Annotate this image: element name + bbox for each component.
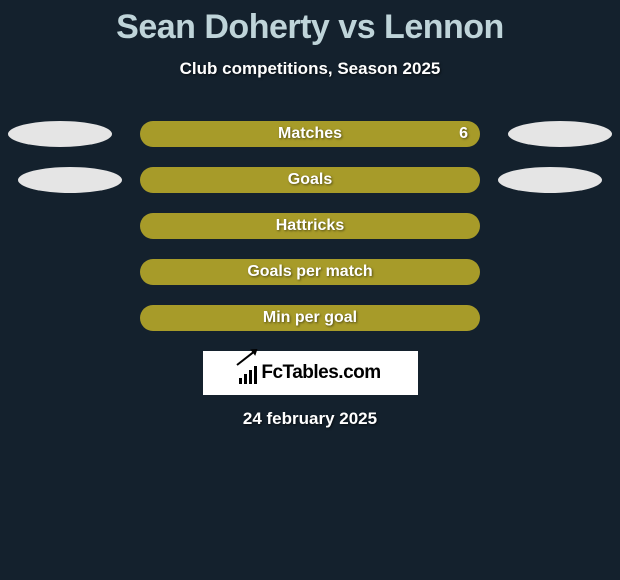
stat-row-hattricks: Hattricks <box>0 213 620 239</box>
chart-arrow-icon <box>239 362 257 384</box>
stat-pill: Matches 6 <box>140 121 480 147</box>
logo-text: FcTables.com <box>261 362 380 384</box>
stats-rows: Matches 6 Goals Hattricks Goals per matc… <box>0 121 620 331</box>
stat-label: Hattricks <box>276 217 344 235</box>
ellipse-right <box>498 167 602 193</box>
stat-label: Min per goal <box>263 309 357 327</box>
stat-value: 6 <box>459 125 468 143</box>
date-text: 24 february 2025 <box>0 409 620 429</box>
stat-pill: Hattricks <box>140 213 480 239</box>
ellipse-left <box>18 167 122 193</box>
stat-pill: Goals <box>140 167 480 193</box>
stat-pill: Min per goal <box>140 305 480 331</box>
logo-box: FcTables.com <box>203 351 418 395</box>
stat-label: Goals per match <box>247 263 372 281</box>
stat-label: Matches <box>278 125 342 143</box>
stat-pill: Goals per match <box>140 259 480 285</box>
stat-row-min-per-goal: Min per goal <box>0 305 620 331</box>
stat-row-matches: Matches 6 <box>0 121 620 147</box>
ellipse-right <box>508 121 612 147</box>
stat-label: Goals <box>288 171 332 189</box>
page-title: Sean Doherty vs Lennon <box>0 8 620 47</box>
stat-row-goals: Goals <box>0 167 620 193</box>
ellipse-left <box>8 121 112 147</box>
stat-row-goals-per-match: Goals per match <box>0 259 620 285</box>
subtitle: Club competitions, Season 2025 <box>0 59 620 79</box>
comparison-card: Sean Doherty vs Lennon Club competitions… <box>0 0 620 429</box>
